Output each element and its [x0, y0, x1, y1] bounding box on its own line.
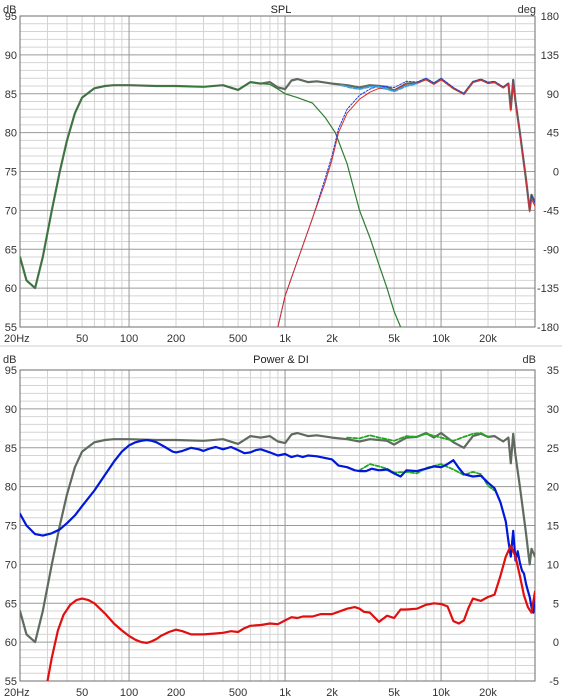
y-right-tick-label: 5	[553, 598, 559, 610]
spl-chart-title: SPL	[271, 4, 292, 16]
y-right-tick-label: 35	[547, 365, 559, 377]
series-power-line	[20, 438, 535, 614]
y-right-tick-label: 0	[553, 167, 559, 179]
x-tick-label: 50	[76, 687, 88, 699]
x-tick-label: 200	[167, 687, 185, 699]
y-left-tick-label: 90	[5, 404, 17, 416]
y-right-tick-label: -5	[549, 676, 559, 688]
x-tick-label: 100	[120, 333, 138, 345]
spl-panel: SPL dB deg 95 90 85 80 75 70 65 60 55 180 135 90 45 0…	[3, 4, 559, 345]
x-tick-label: 20Hz	[4, 687, 30, 699]
y-left-tick-label: 60	[5, 637, 17, 649]
di-right-axis-unit: dB	[523, 354, 536, 366]
y-right-tick-label: 135	[541, 50, 559, 62]
y-right-tick-label: 10	[547, 559, 559, 571]
x-tick-label: 1k	[279, 687, 291, 699]
series-high_pass_red-line	[277, 79, 535, 327]
tick-labels: 95 90 85 80 75 70 65 60 55 180 135 90 45 0 -45 -90 -135 -…	[4, 11, 559, 345]
y-left-tick-label: 60	[5, 283, 17, 295]
series-on_axis-line	[20, 431, 535, 644]
power-di-chart-title: Power & DI	[253, 354, 309, 366]
y-left-tick-label: 95	[5, 365, 17, 377]
y-right-tick-label: 90	[547, 89, 559, 101]
y-left-tick-label: 80	[5, 128, 17, 140]
y-right-tick-label: 25	[547, 443, 559, 455]
series-lw_top-line	[346, 432, 489, 442]
x-tick-label: 10k	[432, 333, 450, 345]
x-tick-label: 20k	[479, 687, 497, 699]
y-right-tick-label: 30	[547, 404, 559, 416]
y-right-tick-label: 15	[547, 521, 559, 533]
x-tick-label: 500	[229, 333, 247, 345]
x-tick-label: 100	[120, 687, 138, 699]
power-left-axis-unit: dB	[3, 354, 16, 366]
x-tick-label: 2k	[326, 333, 338, 345]
power-di-panel: Power & DI dB dB 95 90 85 80 75 70 65 60 55 35 30 2…	[3, 354, 559, 699]
y-left-tick-label: 75	[5, 521, 17, 533]
y-left-tick-label: 65	[5, 244, 17, 256]
y-left-tick-label: 80	[5, 482, 17, 494]
y-left-tick-label: 70	[5, 559, 17, 571]
series-spl_dashed-line	[340, 82, 418, 93]
y-left-tick-label: 85	[5, 89, 17, 101]
y-right-tick-label: -45	[543, 205, 559, 217]
series-di-line	[46, 544, 535, 681]
y-left-tick-label: 90	[5, 50, 17, 62]
spl-right-axis-unit: deg	[518, 4, 536, 16]
x-tick-label: 5k	[388, 687, 400, 699]
x-tick-label: 20Hz	[4, 333, 30, 345]
y-right-tick-label: 0	[553, 637, 559, 649]
y-left-tick-label: 55	[5, 676, 17, 688]
y-left-tick-label: 65	[5, 598, 17, 610]
y-right-tick-label: -90	[543, 244, 559, 256]
x-tick-label: 50	[76, 333, 88, 345]
x-tick-label: 1k	[279, 333, 291, 345]
y-right-tick-label: -135	[537, 283, 559, 295]
spl-left-axis-unit: dB	[3, 4, 16, 16]
series-group	[20, 431, 535, 681]
y-left-tick-label: 75	[5, 167, 17, 179]
y-right-tick-label: 45	[547, 128, 559, 140]
series-high_pass_blue-line	[277, 77, 535, 327]
y-left-tick-label: 70	[5, 205, 17, 217]
x-tick-label: 2k	[326, 687, 338, 699]
series-low_pass-line	[20, 81, 402, 327]
y-left-tick-label: 85	[5, 443, 17, 455]
y-left-tick-label: 95	[5, 11, 17, 23]
y-right-tick-label: -180	[537, 322, 559, 334]
y-left-tick-label: 55	[5, 322, 17, 334]
x-tick-label: 5k	[388, 333, 400, 345]
x-tick-label: 200	[167, 333, 185, 345]
x-tick-label: 20k	[479, 333, 497, 345]
series-group	[20, 77, 535, 327]
plot-frame	[19, 369, 536, 682]
x-tick-label: 10k	[432, 687, 450, 699]
y-right-tick-label: 20	[547, 482, 559, 494]
x-tick-label: 500	[229, 687, 247, 699]
y-right-tick-label: 180	[541, 11, 559, 23]
